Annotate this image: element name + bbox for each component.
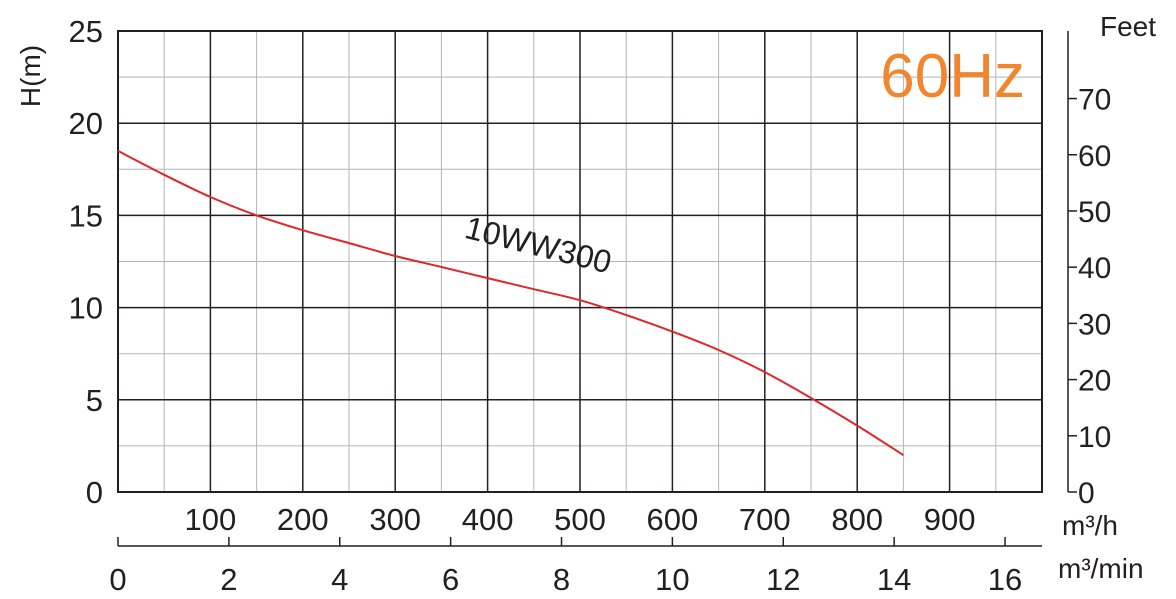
series-line-10ww300 <box>117 150 904 456</box>
y-left-tick-label: 20 <box>69 106 103 141</box>
x-m3min-tick-label: 8 <box>553 562 570 597</box>
x-m3h-tick-label: 300 <box>369 502 421 537</box>
flow-m3min-axis: 0 2 4 6 8 10 12 14 16 <box>109 537 1042 597</box>
x-m3h-tick-label: 400 <box>462 502 514 537</box>
y-right-tick-label: 10 <box>1078 421 1111 454</box>
y-left-tick-label: 5 <box>86 383 103 418</box>
y-right-tick-label: 20 <box>1078 365 1111 398</box>
x-axis-unit-m3h: m³/h <box>1062 510 1118 541</box>
x-axis-unit-m3min: m³/min <box>1058 553 1144 584</box>
x-m3h-tick-label: 900 <box>924 502 976 537</box>
right-axis: 0 10 20 30 40 50 60 70 <box>1067 31 1111 510</box>
x-m3min-tick-label: 12 <box>766 562 800 597</box>
left-axis: 0 5 10 15 20 25 <box>69 14 103 510</box>
y-right-tick-label: 30 <box>1078 308 1111 341</box>
y-left-tick-label: 0 <box>86 475 103 510</box>
x-m3h-tick-label: 100 <box>185 502 237 537</box>
x-m3min-tick-label: 6 <box>442 562 459 597</box>
x-m3min-tick-label: 0 <box>109 562 126 597</box>
major-grid <box>118 31 1042 492</box>
y-left-tick-label: 10 <box>69 291 103 326</box>
x-m3min-tick-label: 10 <box>655 562 689 597</box>
x-m3min-tick-label: 14 <box>877 562 911 597</box>
x-m3min-tick-label: 4 <box>331 562 348 597</box>
x-m3min-tick-label: 16 <box>988 562 1022 597</box>
x-m3h-tick-label: 200 <box>277 502 329 537</box>
y-right-tick-label: 40 <box>1078 252 1111 285</box>
x-m3min-tick-label: 2 <box>220 562 237 597</box>
y-left-tick-label: 15 <box>69 198 103 233</box>
y-right-tick-label: 60 <box>1078 140 1111 173</box>
x-m3h-tick-label: 500 <box>554 502 606 537</box>
curves: 10WW300 <box>117 150 904 456</box>
x-m3h-tick-label: 600 <box>647 502 699 537</box>
y-right-tick-label: 70 <box>1078 84 1111 117</box>
plot-frame <box>117 30 1043 493</box>
x-m3h-tick-label: 800 <box>831 502 883 537</box>
x-m3h-tick-label: 700 <box>739 502 791 537</box>
frequency-badge: 60Hz <box>880 42 1025 111</box>
y-axis-label-head-m: H(m) <box>15 45 46 107</box>
y-left-tick-label: 25 <box>69 14 103 49</box>
flow-m3h-axis: 100 200 300 400 500 600 700 800 900 <box>185 502 976 537</box>
y-right-tick-label: 50 <box>1078 196 1111 229</box>
series-label: 10WW300 <box>461 209 615 280</box>
y-right-tick-label: 0 <box>1078 477 1095 510</box>
y-axis-label-feet: Feet <box>1100 11 1156 42</box>
